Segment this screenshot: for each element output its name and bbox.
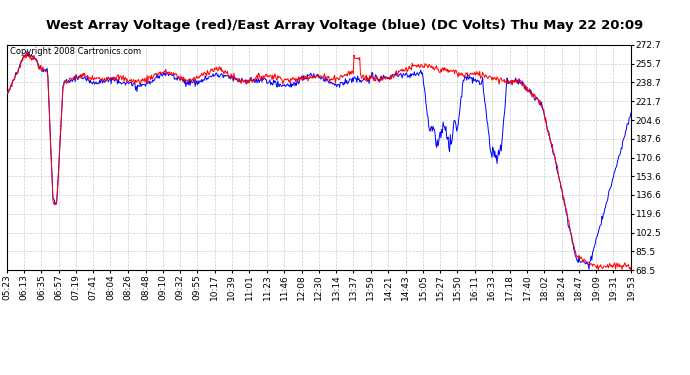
Text: Copyright 2008 Cartronics.com: Copyright 2008 Cartronics.com: [10, 47, 141, 56]
Text: West Array Voltage (red)/East Array Voltage (blue) (DC Volts) Thu May 22 20:09: West Array Voltage (red)/East Array Volt…: [46, 19, 644, 32]
